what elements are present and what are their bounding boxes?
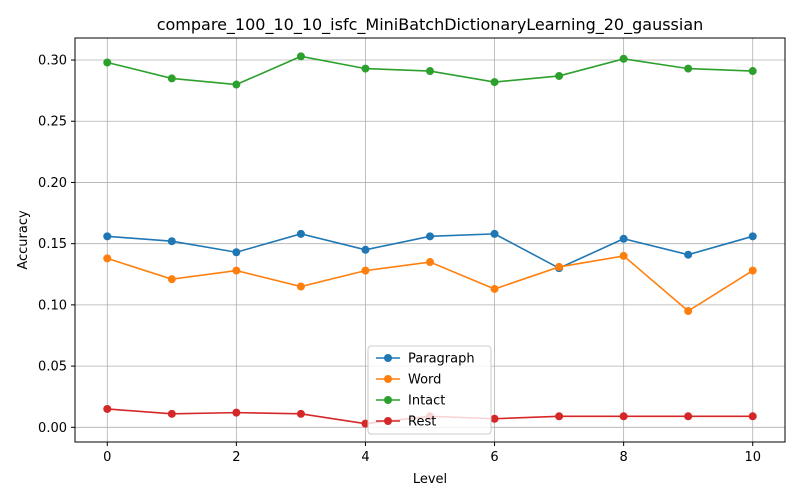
data-point-intact <box>748 67 757 76</box>
data-point-rest <box>296 409 305 418</box>
chart-title: compare_100_10_10_isfc_MiniBatchDictiona… <box>157 15 704 35</box>
data-point-paragraph <box>684 250 693 259</box>
data-point-word <box>426 258 434 267</box>
data-point-rest <box>232 408 241 417</box>
data-point-intact <box>555 71 564 80</box>
data-point-paragraph <box>103 232 112 241</box>
x-axis-label: Level <box>413 472 447 487</box>
legend-entry: Intact <box>408 394 445 409</box>
data-point-word <box>619 251 628 260</box>
y-tick-label: 0.25 <box>38 115 67 130</box>
data-point-word <box>748 266 757 275</box>
data-point-intact <box>361 64 370 73</box>
data-point-rest <box>684 412 693 421</box>
data-point-paragraph <box>748 232 757 241</box>
data-point-paragraph <box>167 237 176 246</box>
data-point-word <box>555 262 564 271</box>
data-point-word <box>232 266 241 275</box>
data-point-word <box>167 275 176 284</box>
data-point-paragraph <box>296 229 305 238</box>
data-point-intact <box>684 64 693 73</box>
data-point-intact <box>296 52 305 61</box>
data-point-word <box>684 307 693 316</box>
legend-entry: Paragraph <box>408 352 475 367</box>
data-point-paragraph <box>619 234 628 243</box>
data-point-rest <box>619 412 628 421</box>
data-point-rest <box>490 414 499 423</box>
legend-swatch-marker <box>384 354 392 362</box>
legend-swatch-marker <box>384 396 392 404</box>
y-tick-label: 0.10 <box>38 298 67 313</box>
data-point-rest <box>167 409 176 418</box>
data-point-word <box>490 284 499 293</box>
x-tick-label: 6 <box>490 450 498 465</box>
legend-swatch-marker <box>384 375 392 383</box>
plot-frame <box>74 37 786 443</box>
x-tick-label: 2 <box>232 450 240 465</box>
y-tick-label: 0.30 <box>38 54 67 69</box>
data-point-paragraph <box>490 229 499 238</box>
y-tick-label: 0.00 <box>38 421 67 436</box>
axis-ticks: 0 2 4 6 8 10 0.00 0.05 0.10 0.15 0.20 0.25 0.30 <box>38 54 761 465</box>
y-axis-label: Accuracy <box>16 210 31 270</box>
data-point-paragraph <box>232 248 241 257</box>
data-point-intact <box>167 74 176 83</box>
data-point-word <box>361 266 370 275</box>
x-tick-label: 10 <box>744 450 761 465</box>
data-point-rest <box>361 419 370 428</box>
data-point-intact <box>232 80 241 89</box>
data-point-word <box>103 254 112 263</box>
legend-entry: Word <box>408 373 441 388</box>
data-point-rest <box>103 404 112 413</box>
data-point-intact <box>103 58 112 67</box>
data-point-paragraph <box>426 232 434 241</box>
data-point-rest <box>748 412 757 421</box>
data-point-word <box>296 282 305 291</box>
legend-entry: Rest <box>408 415 436 430</box>
data-point-intact <box>490 78 499 87</box>
data-point-intact <box>426 67 434 76</box>
grid <box>75 38 785 442</box>
y-tick-label: 0.15 <box>38 237 67 252</box>
x-tick-label: 8 <box>619 450 627 465</box>
y-tick-label: 0.20 <box>38 176 67 191</box>
data-point-intact <box>619 54 628 63</box>
y-tick-label: 0.05 <box>38 360 67 375</box>
legend: Paragraph Word Intact Rest <box>367 345 492 435</box>
legend-swatch-marker <box>384 417 392 425</box>
x-tick-label: 0 <box>103 450 111 465</box>
data-point-paragraph <box>361 245 370 254</box>
data-point-rest <box>555 412 564 421</box>
x-tick-label: 4 <box>361 450 369 465</box>
legend-box <box>367 345 492 435</box>
